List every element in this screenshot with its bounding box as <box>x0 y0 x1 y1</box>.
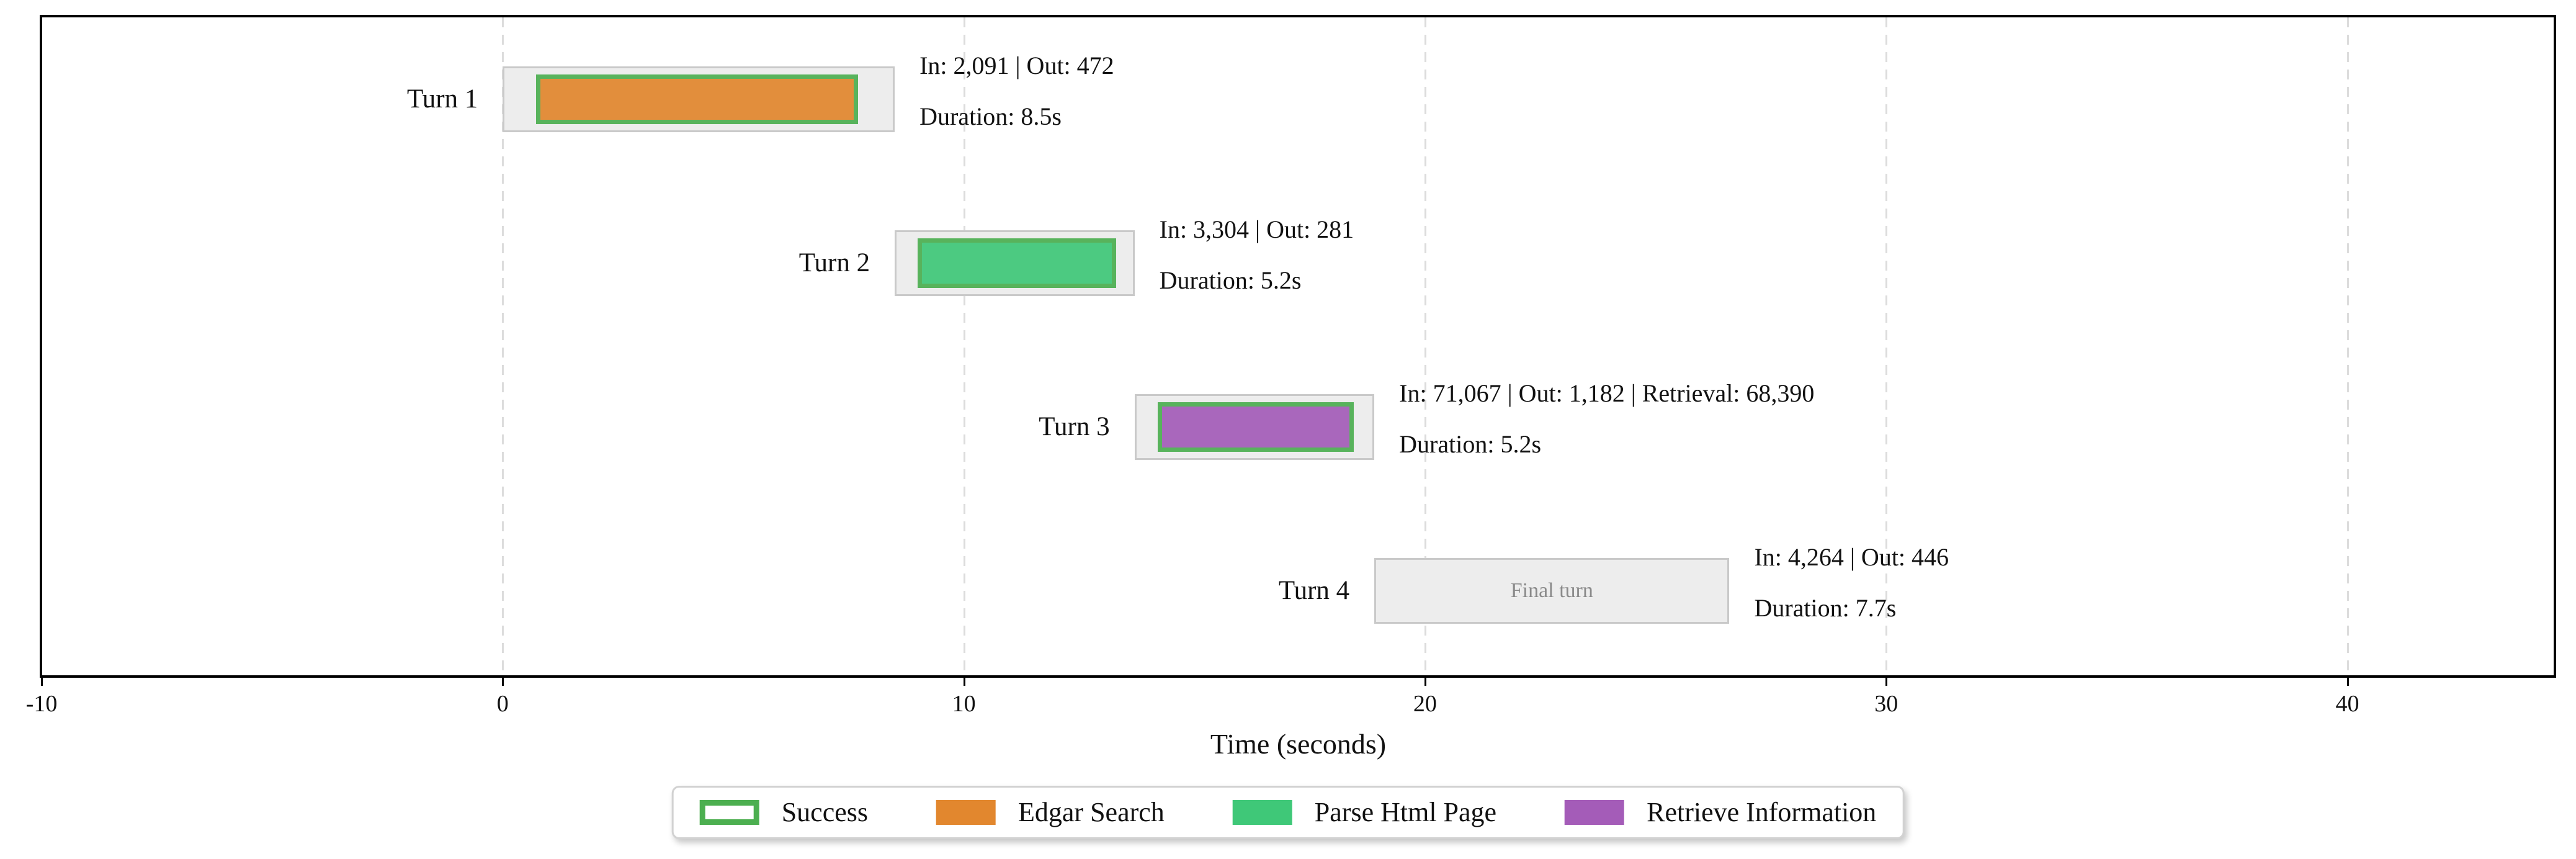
annotation-tokens: In: 71,067 | Out: 1,182 | Retrieval: 68,… <box>1399 379 1815 407</box>
tick-label: 30 <box>1874 691 1898 717</box>
annotation-duration: Duration: 5.2s <box>1399 430 1542 458</box>
legend-label: Success <box>781 797 869 827</box>
legend-swatch-parse-html-page <box>1232 800 1292 825</box>
grid-line <box>1885 17 1888 673</box>
legend-swatch-edgar-search <box>936 800 996 825</box>
plot-area: Turn 1 In: 2,091 | Out: 472 Duration: 8.5s… <box>40 15 2556 678</box>
tick-label: 40 <box>2335 691 2359 717</box>
tool-bar-parse-html-page <box>918 238 1116 288</box>
annotation-duration: Duration: 5.2s <box>1159 266 1302 294</box>
annotation-duration: Duration: 7.7s <box>1754 594 1897 622</box>
x-axis-label: Time (seconds) <box>1210 728 1387 760</box>
tick-label: 0 <box>496 691 509 717</box>
tool-bar-retrieve-information <box>1157 402 1354 452</box>
tick-mark <box>1885 678 1888 686</box>
grid-line <box>502 17 504 673</box>
annotation-tokens: In: 2,091 | Out: 472 <box>919 52 1114 79</box>
turn-label: Turn 1 <box>406 84 478 114</box>
turn-label: Turn 4 <box>1278 576 1350 605</box>
tick-mark <box>502 678 504 686</box>
legend-label: Parse Html Page <box>1314 797 1497 827</box>
legend-label: Edgar Search <box>1018 797 1165 827</box>
annotation-duration: Duration: 8.5s <box>919 102 1062 130</box>
turn-box <box>1374 558 1730 624</box>
legend-item: Edgar Search <box>936 796 1165 829</box>
turn-label: Turn 3 <box>1039 412 1110 441</box>
legend-item: Success <box>699 796 869 829</box>
final-turn-label: Final turn <box>1510 579 1593 602</box>
tick-label: -10 <box>25 691 58 717</box>
turn-label: Turn 2 <box>798 248 870 277</box>
tick-mark <box>963 678 965 686</box>
annotation-tokens: In: 3,304 | Out: 281 <box>1159 215 1354 243</box>
grid-line <box>1424 17 1426 673</box>
success-outline-swatch <box>699 800 759 825</box>
tick-label: 10 <box>952 691 976 717</box>
tick-mark <box>2346 678 2349 686</box>
tick-mark <box>41 678 43 686</box>
legend-item: Retrieve Information <box>1565 796 1876 829</box>
tool-bar-edgar-search <box>535 74 858 124</box>
legend-label: Retrieve Information <box>1647 797 1877 827</box>
legend: Success Edgar Search Parse Html Page Retrie… <box>671 786 1905 839</box>
grid-line <box>963 17 965 673</box>
annotation-tokens: In: 4,264 | Out: 446 <box>1754 543 1949 571</box>
legend-item: Parse Html Page <box>1232 796 1497 829</box>
legend-swatch-retrieve-information <box>1565 800 1625 825</box>
tick-label: 20 <box>1413 691 1437 717</box>
grid-line <box>2346 17 2349 673</box>
tick-mark <box>1424 678 1426 686</box>
